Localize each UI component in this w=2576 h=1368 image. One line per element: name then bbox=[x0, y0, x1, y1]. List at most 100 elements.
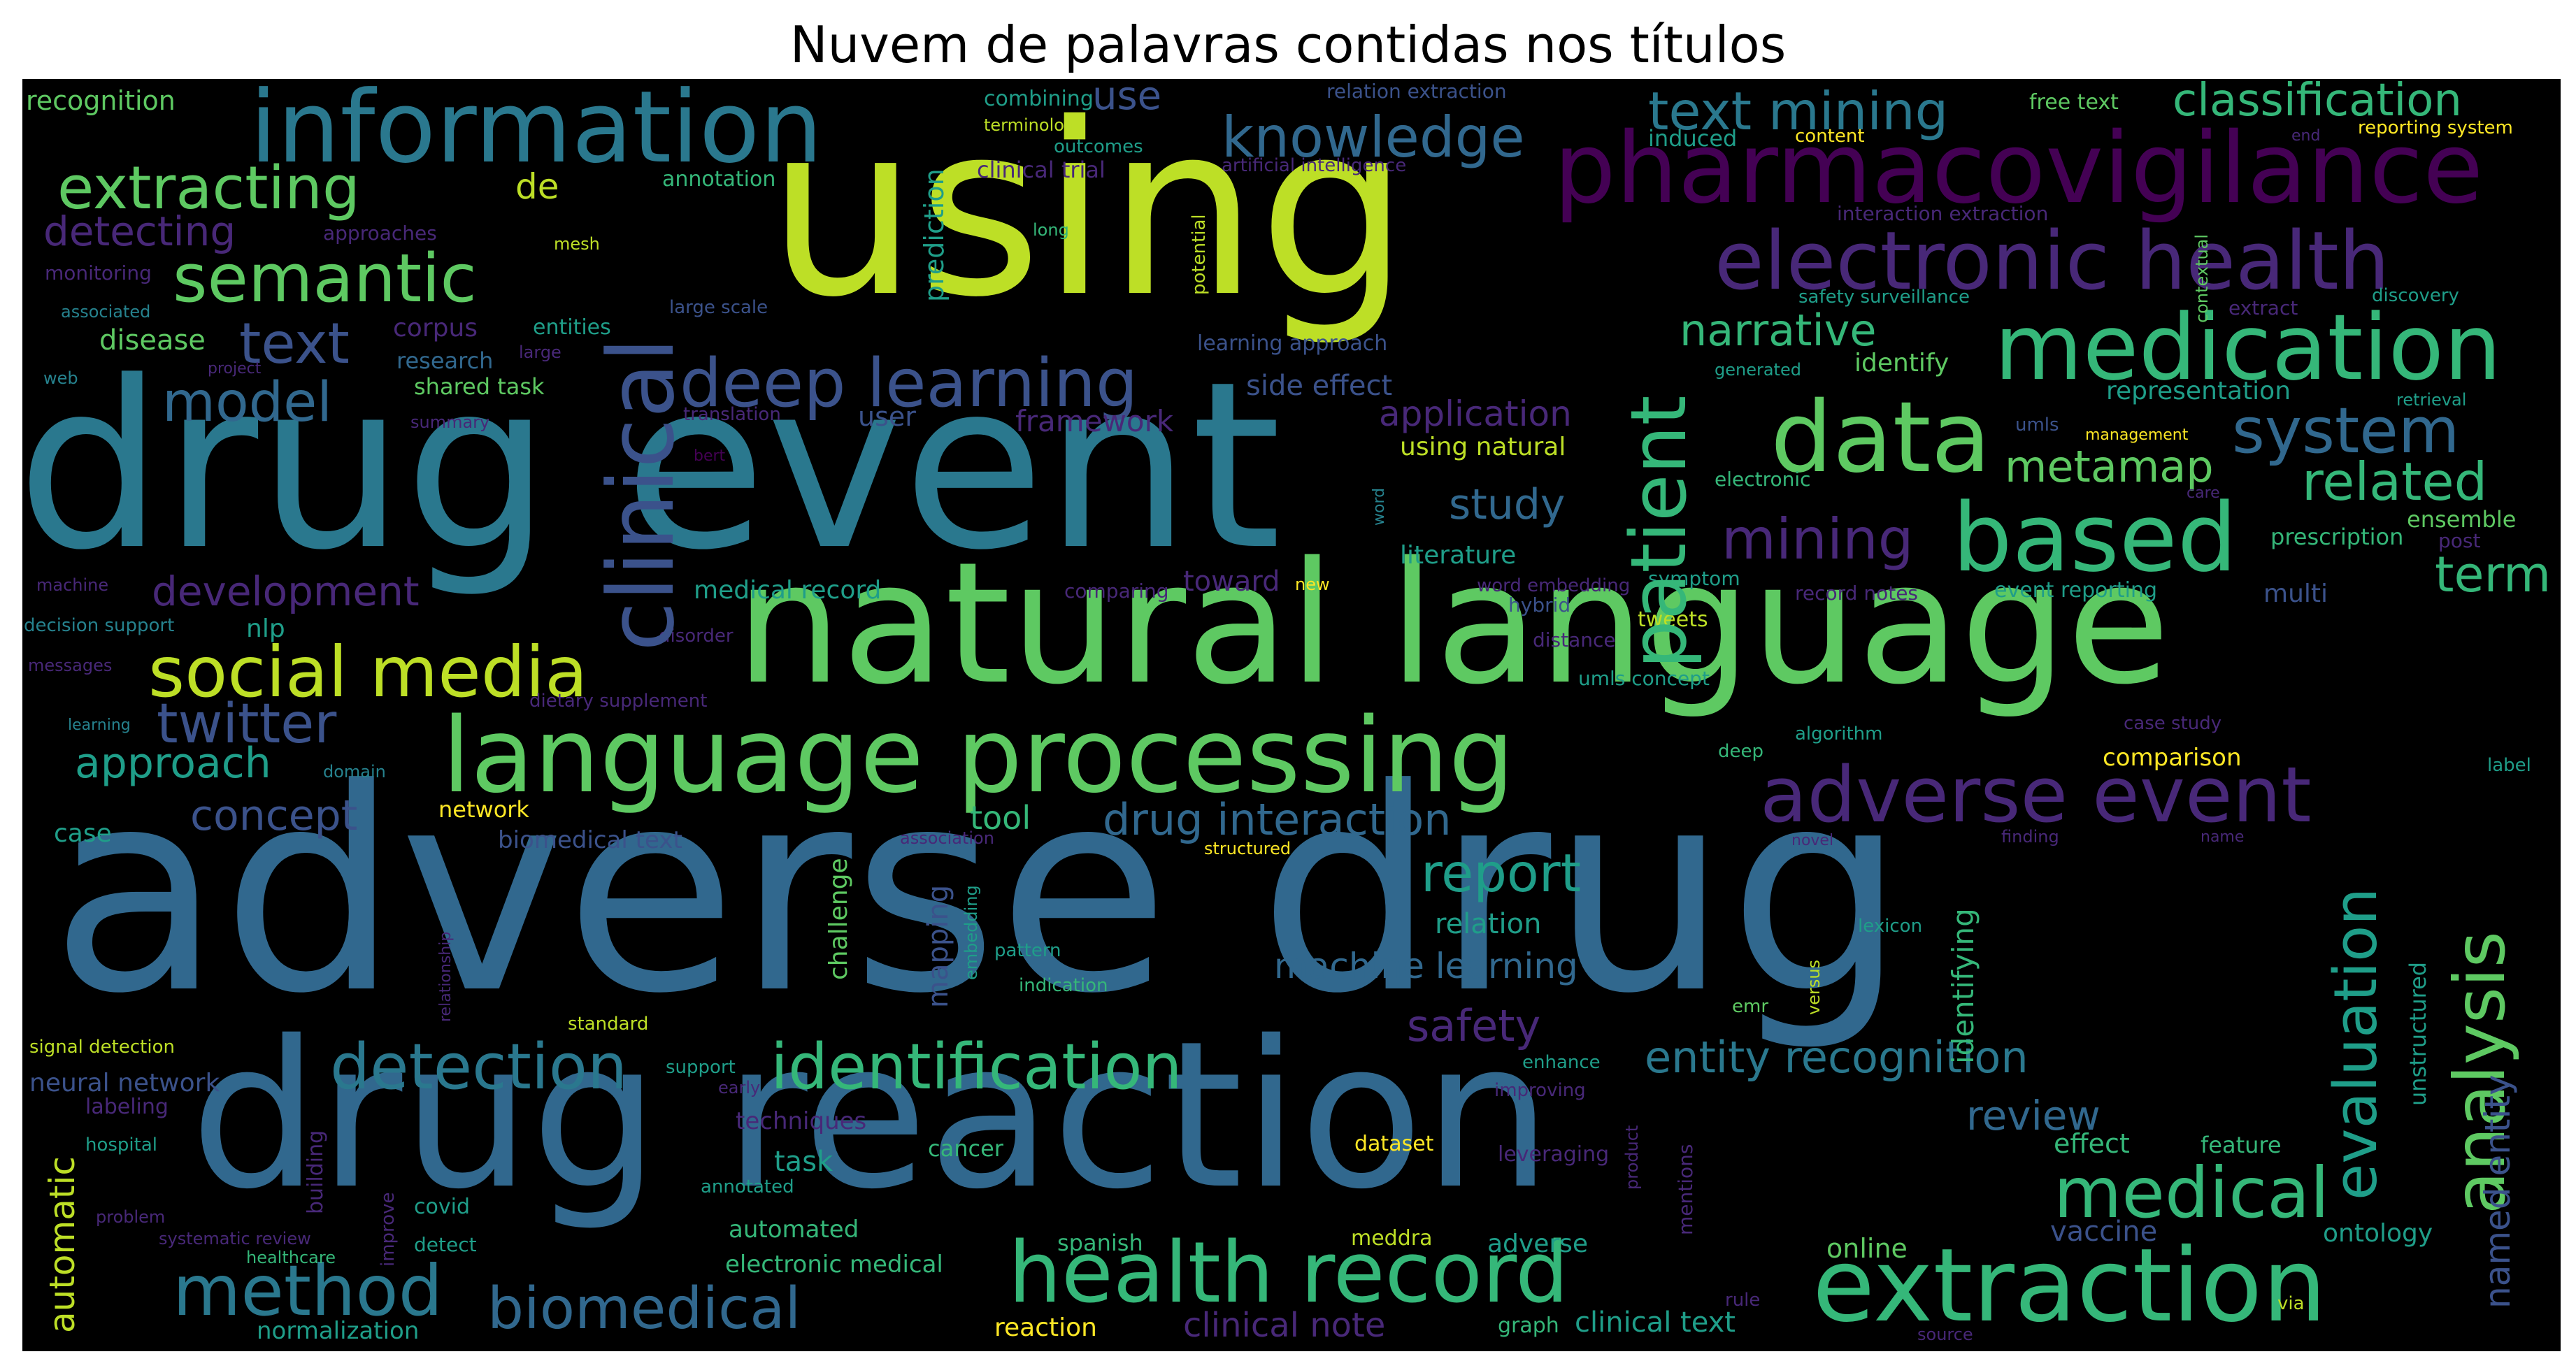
word-ensemble: ensemble bbox=[2407, 506, 2517, 533]
word-application: application bbox=[1379, 394, 1572, 434]
word-machine: machine bbox=[36, 575, 109, 595]
word-electronic-medical: electronic medical bbox=[725, 1251, 943, 1279]
word-narrative: narrative bbox=[1680, 305, 1877, 356]
word-shared-task: shared task bbox=[414, 373, 545, 400]
word-retrieval: retrieval bbox=[2396, 390, 2467, 410]
word-web: web bbox=[43, 368, 78, 388]
word-classification: classification bbox=[2173, 79, 2462, 127]
word-labeling: labeling bbox=[85, 1095, 169, 1119]
word-language-processing: language processing bbox=[442, 696, 1515, 816]
word-neural-network: neural network bbox=[29, 1069, 220, 1097]
word-improving: improving bbox=[1494, 1080, 1586, 1101]
word-identification: identification bbox=[771, 1030, 1182, 1104]
word-corpus: corpus bbox=[393, 314, 478, 343]
word-based: based bbox=[1952, 483, 2238, 593]
word-mesh: mesh bbox=[554, 234, 600, 254]
word-translation: translation bbox=[683, 404, 781, 425]
word-distance: distance bbox=[1533, 628, 1616, 651]
word-embedding: embedding bbox=[961, 885, 981, 980]
word-potential: potential bbox=[1189, 214, 1210, 295]
word-extraction: extraction bbox=[1812, 1227, 2327, 1345]
word-word: word bbox=[1371, 487, 1388, 526]
word-related: related bbox=[2302, 451, 2488, 512]
word-mining: mining bbox=[1722, 507, 1914, 572]
word-research: research bbox=[396, 347, 494, 374]
word-leveraging: leveraging bbox=[1498, 1142, 1610, 1167]
word-prescription: prescription bbox=[2270, 524, 2404, 550]
word-outcomes: outcomes bbox=[1054, 136, 1143, 157]
word-systematic-review: systematic review bbox=[159, 1229, 311, 1248]
word-term: term bbox=[2435, 546, 2552, 603]
word-text: text bbox=[239, 311, 350, 376]
word-content: content bbox=[1795, 126, 1865, 147]
word-twitter: twitter bbox=[157, 693, 337, 756]
word-free-text: free text bbox=[2029, 90, 2119, 115]
word-dietary-supplement: dietary supplement bbox=[529, 691, 708, 712]
word-approaches: approaches bbox=[323, 222, 437, 245]
word-post: post bbox=[2438, 529, 2481, 552]
word-nlp: nlp bbox=[246, 614, 285, 643]
word-adverse-drug: adverse drug bbox=[50, 730, 1906, 1055]
word-normalization: normalization bbox=[257, 1317, 420, 1345]
word-safety: safety bbox=[1407, 1000, 1541, 1051]
word-enhance: enhance bbox=[1522, 1052, 1601, 1073]
word-drug-reaction: drug reaction bbox=[190, 998, 1552, 1234]
word-decision-support: decision support bbox=[24, 615, 175, 636]
word-combining: combining bbox=[984, 87, 1094, 111]
word-relation-extraction: relation extraction bbox=[1326, 80, 1507, 103]
word-comparison: comparison bbox=[2103, 744, 2242, 772]
word-ontology: ontology bbox=[2323, 1219, 2433, 1248]
word-pharmacovigilance: pharmacovigilance bbox=[1554, 112, 2484, 226]
word-name: name bbox=[2201, 828, 2245, 846]
word-early: early bbox=[718, 1078, 761, 1097]
word-development: development bbox=[152, 568, 420, 615]
word-umls: umls bbox=[2015, 415, 2059, 435]
word-representation: representation bbox=[2106, 377, 2291, 405]
page-title: Nuvem de palavras contidas nos títulos bbox=[789, 15, 1787, 74]
word-interaction-extraction: interaction extraction bbox=[1837, 202, 2049, 225]
word-emr: emr bbox=[1732, 996, 1769, 1017]
word-new: new bbox=[1295, 575, 1330, 594]
word-online: online bbox=[1826, 1233, 1908, 1264]
word-text-mining: text mining bbox=[1648, 80, 1949, 142]
word-structured: structured bbox=[1204, 839, 1291, 858]
word-recognition: recognition bbox=[26, 85, 176, 116]
word-electronic: electronic bbox=[1715, 468, 1811, 491]
word-via: via bbox=[2277, 1293, 2305, 1314]
word-automated: automated bbox=[729, 1216, 859, 1244]
word-drug-event: drug event bbox=[22, 332, 1282, 600]
word-prediction: prediction bbox=[919, 168, 950, 302]
word-techniques: techniques bbox=[736, 1107, 867, 1135]
word-relation: relation bbox=[1435, 908, 1542, 940]
word-clinical-text: clinical text bbox=[1575, 1306, 1736, 1339]
word-artificial-intelligence: artificial intelligence bbox=[1222, 155, 1407, 176]
word-network: network bbox=[438, 796, 529, 823]
word-healthcare: healthcare bbox=[246, 1248, 336, 1267]
word-hospital: hospital bbox=[85, 1135, 158, 1155]
word-pattern: pattern bbox=[994, 940, 1061, 961]
word-reaction: reaction bbox=[994, 1313, 1097, 1342]
word-lexicon: lexicon bbox=[1858, 916, 1923, 937]
word-unstructured: unstructured bbox=[2405, 961, 2431, 1106]
word-indication: indication bbox=[1019, 975, 1108, 996]
word-natural-language: natural language bbox=[736, 526, 2170, 721]
word-record-notes: record notes bbox=[1795, 582, 1919, 605]
word-cloud: adverse drug drug event using natural langu… bbox=[22, 79, 2561, 1351]
word-word-embedding: word embedding bbox=[1477, 575, 1631, 596]
word-identify: identify bbox=[1854, 349, 1949, 377]
word-adverse: adverse bbox=[1487, 1230, 1589, 1258]
word-support: support bbox=[666, 1057, 736, 1078]
word-induced: induced bbox=[1648, 125, 1738, 152]
word-clinical-trial: clinical trial bbox=[977, 157, 1105, 183]
word-contextual: contextual bbox=[2192, 233, 2212, 323]
word-large-scale: large scale bbox=[669, 297, 768, 318]
word-tool: tool bbox=[970, 799, 1031, 837]
word-dataset: dataset bbox=[1354, 1132, 1434, 1156]
word-hybrid: hybrid bbox=[1508, 593, 1571, 617]
word-model: model bbox=[162, 371, 332, 434]
word-challenge: challenge bbox=[824, 858, 853, 980]
word-monitoring: monitoring bbox=[45, 261, 152, 285]
word-vaccine: vaccine bbox=[2050, 1216, 2158, 1248]
word-approach: approach bbox=[75, 739, 271, 788]
word-source: source bbox=[1917, 1325, 1973, 1344]
